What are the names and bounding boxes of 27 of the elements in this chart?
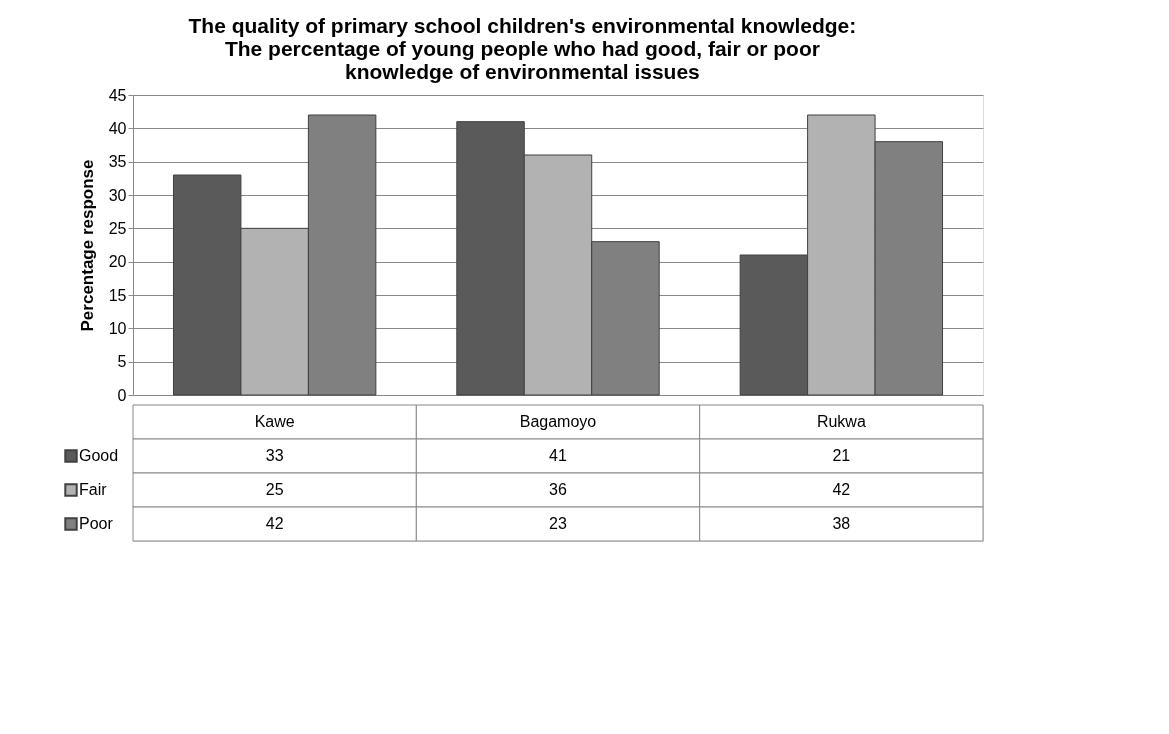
y-tick-label: 15: [108, 286, 127, 304]
legend-label: Fair: [79, 481, 108, 498]
data-label: 23: [549, 515, 567, 532]
y-tick-label: 0: [117, 386, 127, 404]
legend-label: Good: [79, 447, 119, 464]
x-tick-label: Rukwa: [816, 413, 866, 430]
y-tick-label: 45: [108, 86, 127, 104]
y-axis-title: Percentage response: [77, 159, 97, 332]
x-tick-label: Bagamoyo: [519, 413, 597, 430]
y-tick-label: 5: [117, 353, 127, 371]
y-tick-label: 10: [108, 319, 127, 337]
y-tick-label: 25: [108, 219, 127, 237]
data-label: 33: [265, 447, 284, 464]
data-label: 21: [832, 447, 851, 464]
data-label: 41: [549, 447, 567, 464]
data-label: 38: [832, 515, 851, 532]
y-tick-label: 40: [108, 119, 127, 137]
chart-title: The quality of primary school children's environmental knowledge: The percentage of young people who had good, fair or poor knowledge of environmental issues: [188, 13, 857, 83]
y-tick-label: 20: [108, 253, 127, 271]
x-tick-label: Kawe: [254, 413, 295, 430]
data-label: 36: [549, 481, 567, 498]
data-label: 42: [265, 515, 284, 532]
data-label: 25: [265, 481, 284, 498]
data-label: 42: [832, 481, 851, 498]
legend-label: Poor: [79, 515, 114, 532]
y-tick-label: 35: [108, 153, 127, 171]
y-tick-label: 30: [108, 186, 127, 204]
